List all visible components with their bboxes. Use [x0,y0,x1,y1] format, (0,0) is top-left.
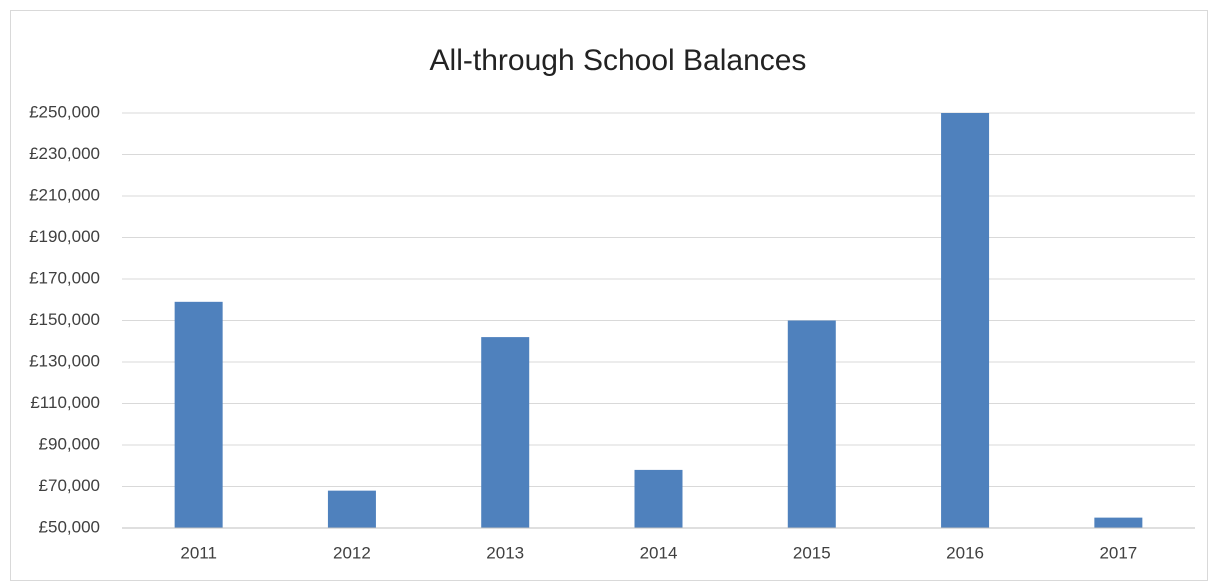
bar [1094,517,1143,528]
y-tick-label: £110,000 [30,393,100,412]
y-tick-label: £50,000 [39,517,100,536]
bar [481,337,530,528]
x-tick-label: 2013 [486,543,524,562]
bar [634,469,683,528]
chart-title: All-through School Balances [430,44,807,77]
y-tick-label: £130,000 [29,351,100,370]
y-tick-label: £210,000 [29,185,100,204]
y-tick-label: £250,000 [29,102,100,121]
x-tick-label: 2011 [180,543,217,562]
x-tick-label: 2016 [946,543,984,562]
bar [174,301,223,528]
x-tick-label: 2014 [640,543,678,562]
y-tick-label: £150,000 [29,310,100,329]
y-tick-label: £70,000 [39,476,100,495]
bar [787,320,836,528]
y-tick-label: £90,000 [39,434,100,453]
x-tick-label: 2012 [333,543,371,562]
x-tick-label: 2015 [793,543,831,562]
x-tick-label: 2017 [1099,543,1137,562]
y-tick-label: £190,000 [29,227,100,246]
bar [941,113,990,528]
y-tick-label: £170,000 [29,268,100,287]
y-tick-label: £230,000 [29,144,100,163]
bar [327,490,376,528]
